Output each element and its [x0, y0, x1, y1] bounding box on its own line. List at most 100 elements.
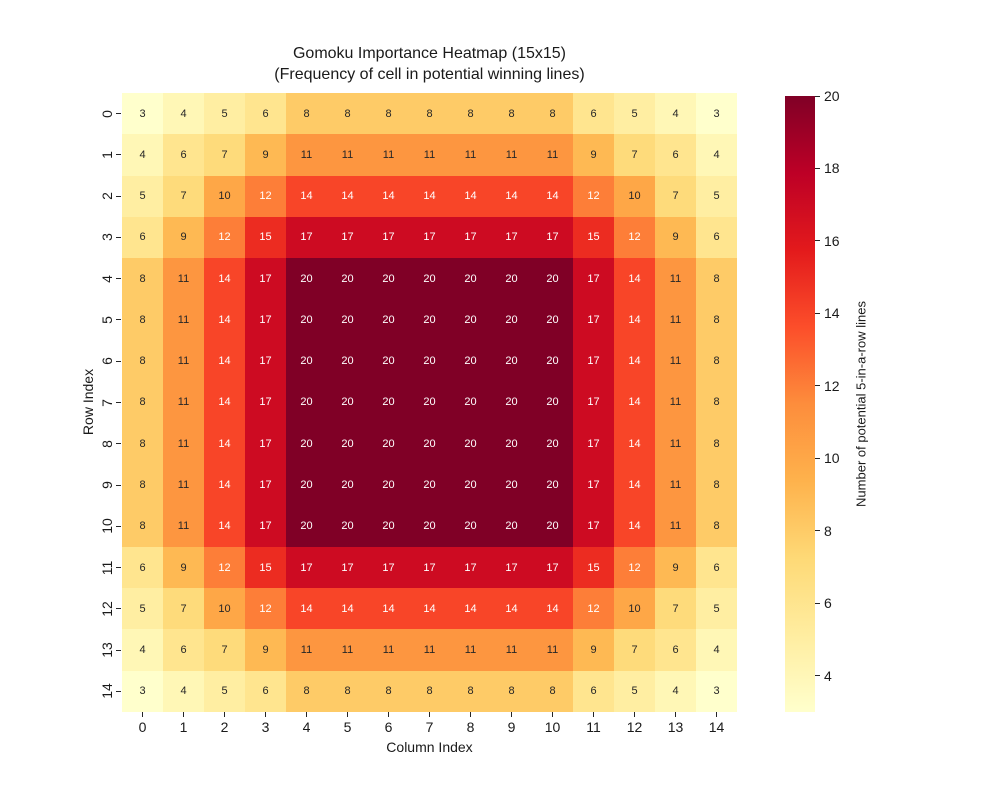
colorbar-tick-mark	[815, 602, 820, 604]
heatmap-cell: 8	[122, 340, 163, 382]
heatmap-cell: 20	[450, 258, 491, 300]
heatmap-cell: 7	[204, 134, 245, 176]
heatmap-cell: 4	[163, 670, 204, 712]
heatmap-cell: 11	[163, 505, 204, 547]
heatmap-cell: 5	[204, 93, 245, 135]
x-tick-label: 8	[466, 719, 475, 735]
x-tick-label: 12	[626, 719, 643, 735]
heatmap-cell: 6	[245, 93, 286, 135]
heatmap-cell: 15	[573, 216, 614, 259]
x-tick-label: 10	[544, 719, 561, 735]
heatmap-cell: 17	[573, 505, 614, 547]
y-tick-mark	[116, 649, 121, 651]
heatmap-cell: 20	[327, 381, 368, 424]
heatmap-cell: 20	[491, 464, 532, 506]
heatmap-cell: 20	[532, 464, 573, 506]
x-tick-mark	[470, 712, 471, 717]
heatmap-cell: 11	[532, 134, 573, 176]
y-tick-label: 3	[99, 233, 115, 242]
heatmap-cell: 7	[204, 629, 245, 671]
heatmap-cell: 5	[614, 93, 655, 135]
heatmap-cell: 14	[532, 588, 573, 630]
heatmap-cell: 3	[696, 93, 737, 135]
colorbar-tick-mark	[815, 240, 820, 242]
heatmap-cell: 7	[163, 175, 204, 217]
x-tick-mark	[306, 712, 307, 717]
x-tick-label: 7	[425, 719, 434, 735]
x-tick-mark	[183, 712, 184, 717]
x-tick-mark	[716, 712, 717, 717]
heatmap-cell: 11	[655, 505, 696, 547]
y-tick-label: 8	[99, 439, 115, 448]
colorbar-gradient	[785, 96, 815, 712]
heatmap-cell: 8	[409, 93, 450, 135]
chart-title: Gomoku Importance Heatmap (15x15)	[292, 45, 566, 62]
heatmap-cell: 14	[409, 588, 450, 630]
heatmap-cell: 5	[122, 175, 163, 217]
heatmap-cell: 9	[163, 546, 204, 589]
heatmap-cell: 8	[327, 93, 368, 135]
heatmap-cell: 20	[491, 381, 532, 424]
heatmap-cell: 12	[245, 588, 286, 630]
x-tick-label: 11	[586, 719, 601, 735]
colorbar-tick-mark	[815, 95, 820, 97]
colorbar-tick-mark	[815, 530, 820, 532]
y-tick-mark	[116, 443, 121, 445]
x-tick-mark	[265, 712, 266, 717]
heatmap-cell: 11	[491, 629, 532, 671]
heatmap-cell: 8	[696, 505, 737, 547]
heatmap-cell: 20	[409, 340, 450, 382]
y-tick-mark	[116, 484, 121, 486]
heatmap-cell: 14	[204, 340, 245, 382]
heatmap-cell: 17	[532, 216, 573, 259]
heatmap-cell: 17	[245, 423, 286, 465]
heatmap-cell: 17	[245, 258, 286, 300]
heatmap-cell: 20	[409, 381, 450, 424]
y-tick-mark	[116, 195, 121, 197]
heatmap-cell: 14	[450, 588, 491, 630]
heatmap-cell: 8	[122, 423, 163, 465]
y-tick-mark	[116, 402, 121, 403]
heatmap-cell: 14	[614, 423, 655, 465]
x-tick-mark	[593, 712, 594, 717]
heatmap-cell: 8	[532, 93, 573, 135]
heatmap-cell: 4	[655, 670, 696, 712]
heatmap-cell: 20	[327, 464, 368, 506]
colorbar-tick-label: 8	[824, 522, 832, 539]
heatmap-cell: 6	[245, 670, 286, 712]
heatmap-cell: 11	[655, 299, 696, 341]
heatmap-cell: 14	[204, 258, 245, 300]
heatmap-cell: 11	[409, 134, 450, 176]
heatmap-cell: 11	[163, 258, 204, 300]
x-tick-mark	[429, 712, 430, 717]
heatmap-cell: 9	[245, 134, 286, 176]
heatmap-cell: 11	[655, 340, 696, 382]
heatmap-cell: 14	[614, 340, 655, 382]
heatmap-cell: 20	[409, 423, 450, 465]
heatmap-cell: 14	[409, 175, 450, 217]
heatmap-cell: 14	[286, 175, 327, 217]
heatmap-cell: 5	[614, 670, 655, 712]
heatmap-cell: 8	[696, 299, 737, 341]
y-tick-mark	[116, 608, 121, 610]
heatmap-cell: 12	[245, 175, 286, 217]
heatmap-cell: 11	[286, 134, 327, 176]
x-tick-mark	[347, 712, 348, 717]
heatmap-cell: 20	[450, 505, 491, 547]
heatmap-cell: 17	[450, 216, 491, 259]
heatmap-cell: 20	[368, 258, 409, 300]
heatmap-cell: 9	[573, 629, 614, 671]
heatmap-cell: 6	[122, 546, 163, 589]
heatmap-cell: 14	[204, 381, 245, 424]
heatmap-cell: 11	[163, 423, 204, 465]
heatmap-cell: 20	[491, 258, 532, 300]
heatmap-cell: 14	[614, 299, 655, 341]
x-tick-label: 1	[179, 719, 188, 735]
y-tick-label: 13	[99, 642, 115, 658]
heatmap-cell: 8	[327, 670, 368, 712]
x-tick-label: 0	[138, 719, 147, 735]
heatmap-cell: 4	[163, 93, 204, 135]
heatmap-cell: 17	[327, 546, 368, 589]
heatmap-cell: 20	[286, 381, 327, 424]
heatmap-cell: 7	[614, 629, 655, 671]
